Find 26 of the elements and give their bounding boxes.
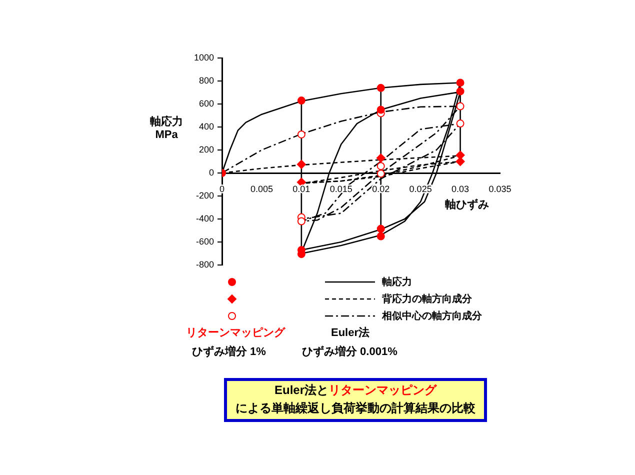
y-tick-label: 600 [198,98,214,108]
y-tick-label: -800 [196,259,214,270]
x-tick-label: 0.03 [452,184,470,194]
text: ひずみ増分 0.001% [302,344,398,359]
text: リターンマッピング [186,326,285,340]
text: リターンマッピング [328,383,436,397]
x-axis-title: 軸ひずみ [445,198,489,212]
y-tick-label: -600 [196,236,214,246]
legend-label: 背応力の軸方向成分 [382,292,472,306]
y-tick-label: 200 [198,144,214,154]
x-tick-label: 0.005 [250,184,273,194]
text: Euler法と [274,383,328,397]
legend-label: 相似中心の軸方向成分 [382,309,482,323]
legend-label: 軸応力 [382,275,412,289]
x-tick-label: 0.035 [488,184,512,194]
text: Euler法 [331,326,370,340]
y-axis-title: 軸応力 MPa [150,114,183,141]
y-tick-label: 800 [198,75,214,86]
y-tick-label: 1000 [194,52,214,62]
y-tick-label: 400 [198,121,214,132]
text: ひずみ増分 1% [192,344,266,359]
y-tick-label: -400 [196,213,214,224]
y-tick-label: 0 [208,167,214,178]
y-tick-label: -200 [196,190,214,200]
x-tick-label: 0.015 [330,184,352,194]
text: による単軸繰返し負荷挙動の計算結果の比較 [234,400,476,417]
